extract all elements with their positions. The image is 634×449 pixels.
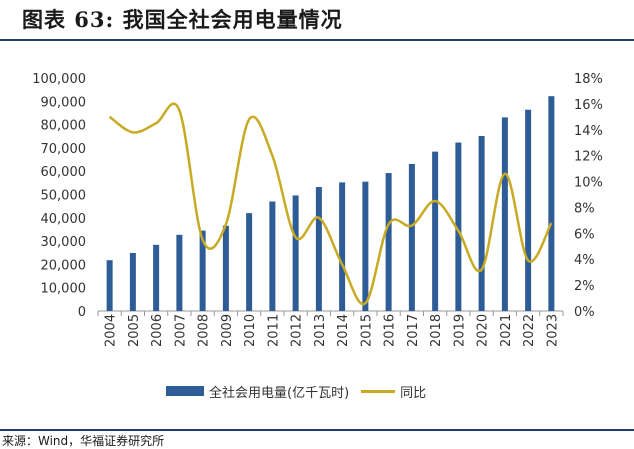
x-tick-label: 2012 [290, 314, 305, 347]
x-tick-label: 2006 [150, 314, 165, 347]
y-right-tick-label: 2% [574, 279, 595, 294]
y-right-tick-label: 0% [574, 305, 595, 320]
x-tick-label: 2015 [359, 314, 374, 347]
y-left-tick-label: 20,000 [41, 258, 87, 273]
y-right-tick-label: 14% [574, 124, 603, 139]
x-tick-label: 2016 [383, 314, 398, 347]
bar-consumption [153, 244, 160, 311]
bar-consumption [339, 182, 346, 311]
line-yoy-growth [108, 102, 553, 306]
x-tick-label: 2005 [127, 314, 142, 347]
y-right-tick-label: 18% [574, 72, 603, 87]
y-left-tick-label: 30,000 [41, 235, 87, 250]
bar-consumption [548, 96, 555, 311]
x-tick-label: 2010 [243, 314, 258, 347]
x-tick-label: 2022 [522, 314, 537, 347]
page-title: 图表 63: 我国全社会用电量情况 [22, 7, 343, 32]
x-tick-label: 2023 [545, 314, 560, 347]
footer-divider [0, 429, 634, 431]
bar-consumption [501, 117, 508, 311]
y-right-tick-label: 4% [574, 253, 595, 268]
y-right-tick-label: 16% [574, 98, 603, 113]
bar-consumption [385, 173, 392, 311]
y-left-tick-label: 70,000 [41, 142, 87, 157]
x-tick-label: 2018 [429, 314, 444, 347]
x-tick-label: 2013 [313, 314, 328, 347]
bar-consumption [269, 201, 276, 311]
x-tick-label: 2014 [336, 314, 351, 347]
y-right-tick-label: 12% [574, 150, 603, 165]
chart-legend: 全社会用电量(亿千瓦时) 同比 [166, 381, 426, 401]
x-tick-label: 2020 [476, 314, 491, 347]
bar-consumption [106, 260, 113, 311]
y-left-tick-label: 40,000 [41, 212, 87, 227]
y-right-tick-label: 8% [574, 201, 595, 216]
x-tick-label: 2011 [266, 314, 281, 347]
bar-consumption [222, 225, 229, 311]
legend-bar-label: 全社会用电量(亿千瓦时) [209, 385, 350, 401]
bar-consumption [525, 109, 532, 311]
y-left-tick-label: 90,000 [41, 95, 87, 110]
bar-consumption [246, 213, 253, 311]
x-tick-label: 2007 [173, 314, 188, 347]
bar-consumption [362, 181, 369, 311]
bar-consumption [408, 163, 415, 311]
x-tick-label: 2004 [104, 314, 119, 347]
bar-consumption [455, 142, 462, 311]
legend-bar-swatch [166, 386, 204, 396]
y-left-tick-label: 60,000 [41, 165, 87, 180]
bar-consumption [176, 234, 183, 311]
y-left-tick-label: 100,000 [32, 72, 86, 87]
bar-consumption [292, 195, 299, 311]
y-left-tick-label: 10,000 [41, 282, 87, 297]
bar-consumption [478, 136, 485, 311]
bar-consumption [432, 151, 439, 311]
y-right-tick-label: 10% [574, 176, 603, 191]
x-tick-label: 2021 [499, 314, 514, 347]
title-divider [0, 39, 634, 41]
y-left-tick-label: 50,000 [41, 189, 87, 204]
bar-consumption [315, 187, 322, 311]
y-left-tick-label: 0 [78, 305, 86, 320]
x-tick-label: 2008 [197, 314, 212, 347]
y-left-tick-label: 80,000 [41, 119, 87, 134]
bar-consumption [199, 230, 206, 311]
x-tick-label: 2009 [220, 314, 235, 347]
y-right-tick-label: 6% [574, 227, 595, 242]
legend-line-label: 同比 [400, 385, 427, 401]
legend-line-swatch [361, 389, 396, 393]
x-tick-label: 2017 [406, 314, 421, 347]
source-note: 来源：Wind，华福证券研究所 [2, 434, 165, 448]
bar-consumption [129, 252, 136, 311]
x-tick-label: 2019 [452, 314, 467, 347]
